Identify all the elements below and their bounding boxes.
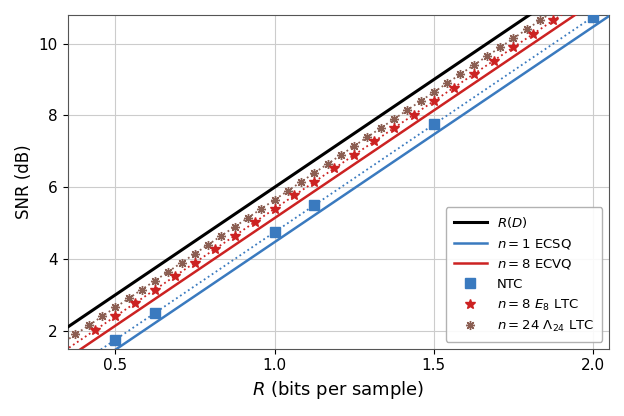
$n = 24\ \Lambda_{24}$ LTC (72, 332, 79, 337)
$n = 24\ \Lambda_{24}$ LTC (284, 188, 291, 193)
Y-axis label: SNR (dB): SNR (dB) (15, 144, 33, 219)
$n = 8\ E_8$ LTC (271, 206, 278, 211)
$n = 8\ E_8$ LTC (191, 260, 198, 265)
$n = 1$ ECSQ (507, 80, 514, 85)
$n = 8\ E_8$ LTC (331, 166, 338, 171)
Legend: $R(D)$, $n = 1$ ECSQ, $n = 8$ ECVQ, NTC, $n = 8\ E_8$ LTC, $n = 24\ \Lambda_{24}: $R(D)$, $n = 1$ ECSQ, $n = 8$ ECVQ, NTC,… (446, 207, 602, 342)
$n = 8$ ECVQ (592, 0, 600, 3)
$n = 24\ \Lambda_{24}$ LTC (377, 126, 384, 131)
$n = 24\ \Lambda_{24}$ LTC (191, 251, 198, 256)
$n = 8\ E_8$ LTC (171, 274, 178, 279)
$n = 1$ ECSQ (592, 22, 600, 27)
$n = 8\ E_8$ LTC (470, 72, 477, 77)
$n = 24\ \Lambda_{24}$ LTC (324, 161, 331, 166)
$n = 24\ \Lambda_{24}$ LTC (390, 116, 397, 121)
$n = 8\ E_8$ LTC (351, 152, 358, 157)
$n = 8\ E_8$ LTC (311, 179, 318, 184)
$n = 24\ \Lambda_{24}$ LTC (85, 323, 92, 328)
$n = 24\ \Lambda_{24}$ LTC (218, 233, 225, 238)
$n = 24\ \Lambda_{24}$ LTC (231, 224, 238, 229)
NTC (589, 14, 597, 19)
$n = 8\ E_8$ LTC (291, 193, 298, 198)
$n = 24\ \Lambda_{24}$ LTC (444, 81, 451, 86)
NTC (152, 310, 159, 315)
$n = 8\ E_8$ LTC (371, 139, 378, 144)
Line: $n = 8$ ECVQ: $n = 8$ ECVQ (61, 0, 609, 362)
NTC (271, 230, 278, 235)
$R(D)$ (57, 329, 65, 334)
$n = 8\ E_8$ LTC (510, 45, 517, 50)
$n = 24\ \Lambda_{24}$ LTC (298, 179, 305, 184)
$n = 24\ \Lambda_{24}$ LTC (550, 9, 557, 14)
$n = 24\ \Lambda_{24}$ LTC (417, 99, 424, 104)
$n = 8\ E_8$ LTC (410, 112, 417, 117)
$n = 24\ \Lambda_{24}$ LTC (364, 134, 371, 139)
$n = 24\ \Lambda_{24}$ LTC (244, 215, 251, 220)
$n = 24\ \Lambda_{24}$ LTC (98, 314, 105, 319)
$n = 8$ ECVQ (354, 159, 361, 164)
$n = 1$ ECSQ (57, 384, 65, 389)
$n = 24\ \Lambda_{24}$ LTC (112, 305, 119, 310)
$n = 8$ ECVQ (384, 139, 391, 144)
$n = 8\ E_8$ LTC (450, 85, 457, 90)
$R(D)$ (354, 129, 361, 134)
$n = 8\ E_8$ LTC (570, 5, 577, 10)
$n = 8\ E_8$ LTC (550, 18, 557, 23)
$n = 8\ E_8$ LTC (251, 220, 258, 225)
$n = 24\ \Lambda_{24}$ LTC (165, 269, 172, 274)
$n = 8\ E_8$ LTC (132, 300, 139, 305)
$n = 24\ \Lambda_{24}$ LTC (337, 152, 344, 157)
$n = 8\ E_8$ LTC (152, 287, 159, 292)
$n = 8\ E_8$ LTC (530, 31, 537, 36)
$n = 24\ \Lambda_{24}$ LTC (152, 278, 159, 283)
$n = 8\ E_8$ LTC (231, 233, 238, 238)
$n = 8$ ECVQ (318, 184, 325, 189)
$n = 24\ \Lambda_{24}$ LTC (497, 45, 504, 50)
$n = 24\ \Lambda_{24}$ LTC (536, 18, 544, 23)
$n = 24\ \Lambda_{24}$ LTC (138, 287, 145, 292)
$n = 24\ \Lambda_{24}$ LTC (563, 0, 570, 5)
$n = 24\ \Lambda_{24}$ LTC (470, 63, 477, 68)
$n = 1$ ECSQ (354, 183, 361, 188)
$n = 1$ ECSQ (321, 206, 328, 211)
$n = 8\ E_8$ LTC (430, 99, 437, 104)
$n = 24\ \Lambda_{24}$ LTC (430, 90, 437, 95)
$n = 24\ \Lambda_{24}$ LTC (483, 54, 490, 59)
NTC (430, 122, 437, 127)
$n = 8$ ECVQ (321, 182, 328, 187)
$n = 1$ ECSQ (605, 14, 613, 19)
$n = 24\ \Lambda_{24}$ LTC (258, 206, 265, 211)
$R(D)$ (321, 151, 328, 156)
$n = 24\ \Lambda_{24}$ LTC (523, 27, 530, 32)
$n = 24\ \Lambda_{24}$ LTC (510, 36, 517, 41)
$n = 8\ E_8$ LTC (112, 314, 119, 319)
Line: $n = 24\ \Lambda_{24}$ LTC: $n = 24\ \Lambda_{24}$ LTC (71, 0, 598, 339)
Line: $R(D)$: $R(D)$ (61, 0, 609, 332)
$n = 8\ E_8$ LTC (390, 126, 397, 131)
$n = 24\ \Lambda_{24}$ LTC (351, 144, 358, 149)
NTC (311, 203, 318, 208)
$n = 8\ E_8$ LTC (211, 247, 218, 252)
Line: NTC: NTC (110, 12, 598, 344)
Line: $n = 1$ ECSQ: $n = 1$ ECSQ (61, 16, 609, 386)
$R(D)$ (384, 109, 391, 114)
$n = 24\ \Lambda_{24}$ LTC (178, 260, 185, 265)
$n = 8\ E_8$ LTC (490, 58, 497, 63)
$n = 1$ ECSQ (318, 208, 325, 213)
$n = 8\ E_8$ LTC (92, 327, 99, 332)
Line: $n = 8\ E_8$ LTC: $n = 8\ E_8$ LTC (90, 0, 598, 335)
$R(D)$ (507, 25, 514, 30)
NTC (112, 337, 119, 342)
$n = 24\ \Lambda_{24}$ LTC (271, 197, 278, 202)
$n = 8$ ECVQ (57, 360, 65, 365)
$n = 24\ \Lambda_{24}$ LTC (404, 108, 411, 113)
X-axis label: $R$ (bits per sample): $R$ (bits per sample) (252, 379, 424, 401)
$n = 24\ \Lambda_{24}$ LTC (125, 296, 132, 301)
$n = 8$ ECVQ (507, 56, 514, 61)
$n = 24\ \Lambda_{24}$ LTC (205, 242, 212, 247)
$n = 24\ \Lambda_{24}$ LTC (311, 171, 318, 176)
$n = 1$ ECSQ (384, 163, 391, 168)
$n = 24\ \Lambda_{24}$ LTC (457, 72, 464, 77)
$R(D)$ (318, 153, 325, 158)
